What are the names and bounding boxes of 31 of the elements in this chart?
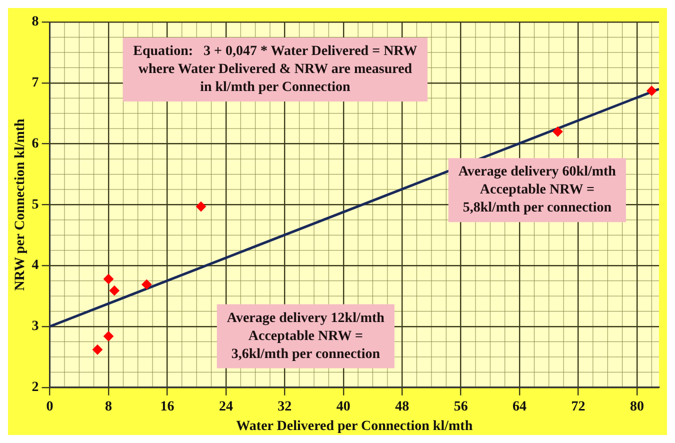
point (646, 86, 657, 96)
y-tick-label: 7 (32, 76, 39, 91)
y-axis-title: NRW per Connection kl/mth (13, 118, 28, 291)
x-tick-label: 48 (395, 399, 410, 414)
annotation: Average delivery 60kl/mth Acceptable NRW = 5,8kl/mth per connection (458, 164, 616, 216)
x-tick-label: 24 (218, 399, 233, 414)
y-tick-label: 3 (32, 319, 39, 334)
point (142, 279, 152, 290)
x-tick-label: 0 (46, 399, 54, 414)
x-tick-label: 64 (512, 399, 527, 414)
x-tick-label: 56 (454, 399, 468, 414)
y-tick-label: 5 (32, 197, 39, 212)
point (92, 344, 103, 355)
x-tick-label: 40 (336, 399, 350, 414)
point (552, 126, 563, 137)
x-tick-label: 8 (105, 399, 112, 414)
point (104, 274, 114, 284)
x-tick-label: 16 (160, 399, 174, 414)
y-tick-label: 8 (32, 14, 39, 30)
y-tick-label: 4 (32, 258, 39, 274)
annotation: Average delivery 12kl/mth Acceptable NRW = 3,6kl/mth per connection (226, 310, 385, 362)
point (104, 331, 114, 342)
point (109, 286, 120, 296)
x-tick-label: 32 (278, 399, 292, 414)
x-tick-label: 72 (571, 399, 586, 414)
x-axis-title: Water Delivered per Connection kl/mth (236, 419, 473, 434)
x-tick-label: 80 (630, 399, 644, 414)
y-tick-label: 2 (32, 380, 39, 396)
point (196, 202, 206, 212)
annotation: Equation: 3 + 0,047 * Water Delivered = NRW where Water Delivered & NRW are measured in kl/mth per Connection (133, 44, 418, 96)
y-tick-label: 6 (32, 136, 39, 152)
